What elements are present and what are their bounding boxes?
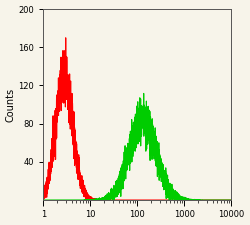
- Y-axis label: Counts: Counts: [6, 88, 16, 122]
